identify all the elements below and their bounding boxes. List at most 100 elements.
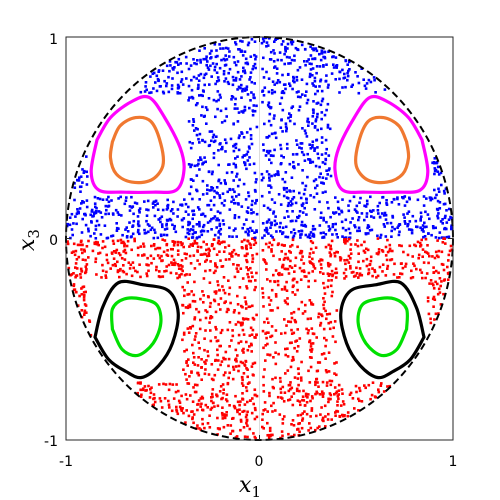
scatter-point — [178, 275, 181, 279]
scatter-point — [174, 390, 178, 394]
scatter-point — [236, 70, 240, 74]
scatter-point — [298, 214, 301, 218]
scatter-point — [283, 256, 287, 260]
scatter-point — [308, 339, 312, 342]
scatter-point — [421, 276, 424, 280]
scatter-point — [335, 373, 338, 377]
scatter-point — [222, 70, 226, 73]
scatter-point — [227, 292, 231, 296]
scatter-point — [416, 240, 420, 244]
scatter-point — [349, 391, 353, 395]
scatter-point — [239, 321, 243, 325]
scatter-point — [211, 243, 214, 246]
scatter-point — [89, 234, 92, 238]
scatter-point — [358, 229, 361, 233]
scatter-point — [78, 176, 81, 179]
scatter-point — [265, 331, 269, 334]
scatter-point — [275, 173, 278, 176]
scatter-point — [125, 244, 129, 248]
scatter-point — [223, 58, 227, 62]
scatter-point — [147, 263, 150, 267]
scatter-point — [217, 231, 220, 234]
scatter-point — [433, 172, 436, 176]
scatter-point — [201, 138, 204, 142]
scatter-point — [140, 393, 143, 397]
scatter-point — [332, 326, 335, 330]
scatter-point — [178, 401, 182, 404]
scatter-point — [333, 362, 336, 365]
scatter-point — [216, 353, 219, 357]
scatter-point — [191, 299, 195, 303]
scatter-point — [184, 257, 188, 260]
scatter-point — [223, 80, 226, 83]
scatter-point — [182, 331, 186, 335]
scatter-point — [105, 208, 108, 212]
scatter-point — [303, 310, 307, 313]
scatter-point — [245, 266, 248, 269]
scatter-point — [149, 75, 152, 78]
scatter-point — [352, 270, 355, 274]
scatter-point — [175, 410, 179, 413]
scatter-point — [218, 242, 221, 246]
scatter-point — [438, 207, 442, 210]
scatter-point — [320, 258, 324, 262]
scatter-point — [208, 143, 212, 147]
scatter-point — [213, 189, 216, 193]
scatter-point — [309, 415, 312, 418]
scatter-point — [222, 288, 225, 292]
scatter-point — [316, 361, 320, 364]
scatter-point — [344, 236, 348, 239]
scatter-point — [260, 172, 264, 176]
scatter-point — [297, 372, 300, 375]
scatter-point — [282, 194, 286, 198]
scatter-point — [327, 229, 331, 232]
scatter-point — [247, 279, 251, 283]
scatter-point — [93, 232, 96, 235]
scatter-point — [251, 328, 255, 332]
scatter-point — [255, 212, 259, 216]
scatter-point — [145, 272, 148, 275]
scatter-point — [165, 253, 169, 257]
scatter-point — [295, 75, 299, 79]
scatter-point — [329, 174, 333, 178]
scatter-point — [176, 263, 180, 266]
scatter-point — [286, 347, 289, 350]
scatter-point — [370, 215, 373, 218]
scatter-point — [280, 243, 284, 247]
scatter-point — [290, 341, 293, 344]
scatter-point — [203, 47, 206, 50]
scatter-point — [225, 171, 229, 175]
scatter-point — [298, 210, 302, 213]
scatter-point — [274, 362, 278, 366]
scatter-point — [161, 208, 165, 212]
scatter-point — [79, 185, 83, 188]
scatter-point — [238, 408, 241, 411]
scatter-point — [207, 252, 211, 255]
scatter-point — [270, 243, 274, 247]
scatter-point — [184, 393, 188, 396]
scatter-point — [367, 383, 371, 387]
scatter-point — [83, 313, 86, 316]
scatter-point — [228, 235, 231, 238]
scatter-point — [291, 355, 295, 359]
scatter-point — [272, 238, 276, 242]
scatter-point — [171, 223, 174, 227]
scatter-point — [81, 200, 84, 203]
scatter-point — [254, 279, 257, 282]
scatter-point — [136, 222, 140, 226]
scatter-point — [206, 422, 210, 425]
scatter-point — [333, 251, 336, 255]
scatter-point — [73, 182, 76, 185]
scatter-point — [242, 223, 246, 226]
scatter-point — [346, 239, 349, 243]
scatter-point — [221, 285, 224, 288]
scatter-point — [244, 245, 248, 248]
scatter-point — [266, 44, 270, 47]
scatter-point — [285, 190, 289, 194]
scatter-point — [243, 363, 246, 366]
scatter-point — [197, 74, 201, 77]
scatter-point — [291, 291, 294, 294]
scatter-point — [200, 402, 203, 406]
scatter-point — [321, 236, 324, 239]
scatter-point — [217, 163, 220, 167]
